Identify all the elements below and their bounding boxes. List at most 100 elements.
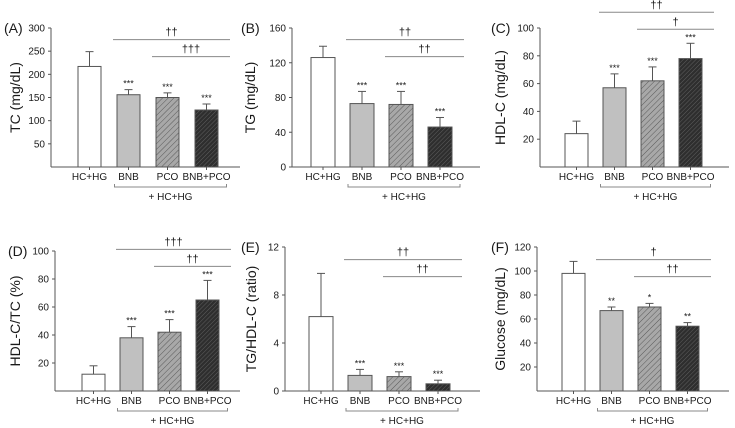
bar-bnb — [119, 337, 144, 392]
y-tick-label: 12 — [268, 243, 280, 254]
bar-pco — [157, 331, 182, 392]
x-tick-label: BNB — [601, 396, 622, 407]
comparison-label: ††† — [164, 236, 182, 248]
y-tick-label: 80 — [523, 51, 535, 62]
y-tick-label: 100 — [517, 24, 534, 35]
bar-pco — [637, 306, 662, 392]
y-tick-label: 300 — [28, 24, 45, 35]
y-axis-title: HDL-C/TC (%) — [7, 276, 23, 367]
y-tick-label: 60 — [523, 79, 535, 90]
x-tick-label: HC+HG — [303, 396, 339, 407]
comparison-label: † — [672, 16, 678, 28]
significance-label: *** — [123, 79, 134, 89]
y-tick-label: 120 — [269, 58, 286, 69]
y-tick-label: 20 — [38, 359, 50, 370]
y-tick-label: 0 — [280, 163, 286, 174]
bar-bnb — [116, 94, 141, 168]
y-tick-label: 80 — [275, 93, 287, 104]
x-tick-label: BNB — [352, 172, 373, 183]
panel-d: (D) HDL-C/TC (%) 20 40 60 80 100 HC+HG *** BNB ***… — [7, 236, 240, 427]
bar-hc-plus-hg — [308, 316, 334, 392]
bar-bnb-plus-pco — [194, 109, 219, 168]
y-tick-label: 4 — [273, 339, 279, 350]
group-label: + HC+HG — [151, 416, 195, 427]
bar-hc-plus-hg — [564, 133, 589, 168]
group-label: + HC+HG — [634, 192, 678, 203]
panel-c: (C) HDL-C (mg/dL) 20 40 60 80 100 HC+HG *** BNB **… — [491, 0, 729, 203]
x-tick-label: PCO — [157, 172, 179, 183]
significance-label: *** — [126, 316, 137, 326]
bar-hc-plus-hg — [561, 272, 586, 392]
significance-label: *** — [355, 358, 366, 368]
bar-bnb-plus-pco — [195, 299, 220, 392]
comparison-label: †† — [666, 264, 678, 276]
x-tick-label: HC+HG — [305, 172, 341, 183]
panels: (A)TC (mg/dL)50100150200250300HC+HG***BN… — [4, 0, 729, 427]
panel-label: (B) — [241, 20, 260, 36]
group-label: + HC+HG — [382, 192, 426, 203]
bar-bnb — [602, 87, 627, 168]
comparison-label: †† — [416, 264, 428, 276]
group-bracket — [117, 408, 228, 412]
panel-a: (A) TC (mg/dL) 50 100 150 200 250 300 HC+HG *** BN… — [4, 20, 240, 203]
bar-hc-plus-hg — [81, 373, 106, 392]
significance-label: *** — [394, 361, 405, 371]
x-tick-label: BNB+PCO — [666, 172, 714, 183]
y-tick-label: 100 — [28, 116, 45, 127]
group-bracket — [345, 408, 459, 412]
group-label: + HC+HG — [149, 192, 193, 203]
x-tick-label: HC+HG — [76, 396, 112, 407]
comparison-label: †† — [186, 253, 198, 265]
comparison-label: † — [650, 247, 656, 259]
y-axis-title: HDL-C (mg/dL) — [492, 50, 508, 145]
y-axis-title: TC (mg/dL) — [7, 62, 23, 133]
y-tick-label: 200 — [28, 70, 45, 81]
y-tick-label: 20 — [520, 363, 532, 374]
group-bracket — [600, 184, 711, 188]
panel-f: (F) Glucose (mg/dL) 20 40 60 80 100 120 HC+HG ** B… — [491, 239, 729, 427]
significance-label: * — [648, 292, 652, 302]
significance-label: *** — [396, 80, 407, 90]
bar-hc-plus-hg — [77, 65, 102, 168]
x-tick-label: PCO — [639, 396, 661, 407]
x-tick-label: BNB — [350, 396, 371, 407]
y-tick-label: 250 — [28, 47, 45, 58]
significance-label: *** — [357, 80, 368, 90]
y-axis-title: TG/HDL-C (ratio) — [243, 266, 259, 373]
x-tick-label: BNB — [118, 172, 139, 183]
significance-label: ** — [684, 312, 692, 322]
bar-pco — [640, 80, 665, 168]
x-tick-label: HC+HG — [559, 172, 595, 183]
x-tick-label: BNB — [121, 396, 142, 407]
y-axis-title: TG (mg/dL) — [242, 62, 258, 134]
group-bracket — [597, 408, 708, 412]
y-tick-label: 100 — [514, 267, 531, 278]
panel-label: (A) — [4, 20, 23, 36]
x-tick-label: BNB+PCO — [663, 396, 711, 407]
panel-label: (E) — [241, 239, 260, 255]
bar-bnb — [599, 310, 624, 392]
y-tick-label: 150 — [28, 93, 45, 104]
significance-label: *** — [162, 82, 173, 92]
panel-label: (C) — [491, 20, 510, 36]
bar-bnb-plus-pco — [678, 58, 703, 168]
significance-label: *** — [164, 309, 175, 319]
y-tick-label: 20 — [523, 135, 535, 146]
significance-label: *** — [435, 106, 446, 116]
y-axis-title: Glucose (mg/dL) — [492, 267, 508, 370]
significance-label: *** — [201, 93, 212, 103]
panel-label: (F) — [491, 239, 509, 255]
y-tick-label: 100 — [32, 247, 49, 258]
y-tick-label: 40 — [520, 339, 532, 350]
y-tick-label: 40 — [38, 331, 50, 342]
bar-bnb-plus-pco — [425, 383, 451, 392]
y-tick-label: 50 — [34, 139, 46, 150]
x-tick-label: PCO — [388, 396, 410, 407]
bar-bnb — [349, 103, 375, 168]
bar-pco — [386, 376, 412, 392]
y-tick-label: 0 — [273, 387, 279, 398]
x-tick-label: HC+HG — [72, 172, 108, 183]
significance-label: *** — [433, 369, 444, 379]
group-label: + HC+HG — [380, 416, 424, 427]
